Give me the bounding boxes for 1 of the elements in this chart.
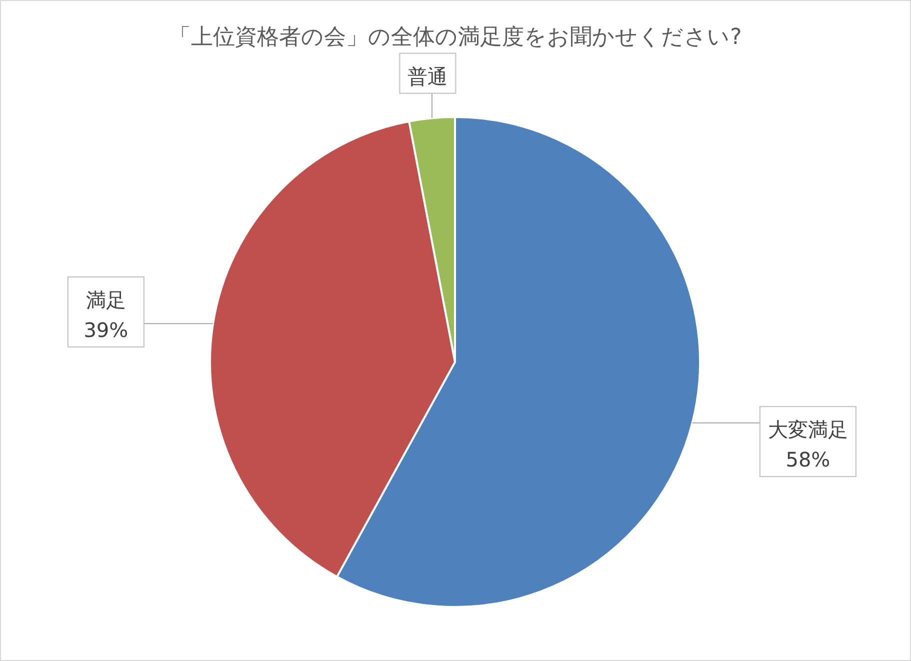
title: 「上位資格者の会」の全体の満足度をお聞かせください? bbox=[169, 25, 742, 50]
